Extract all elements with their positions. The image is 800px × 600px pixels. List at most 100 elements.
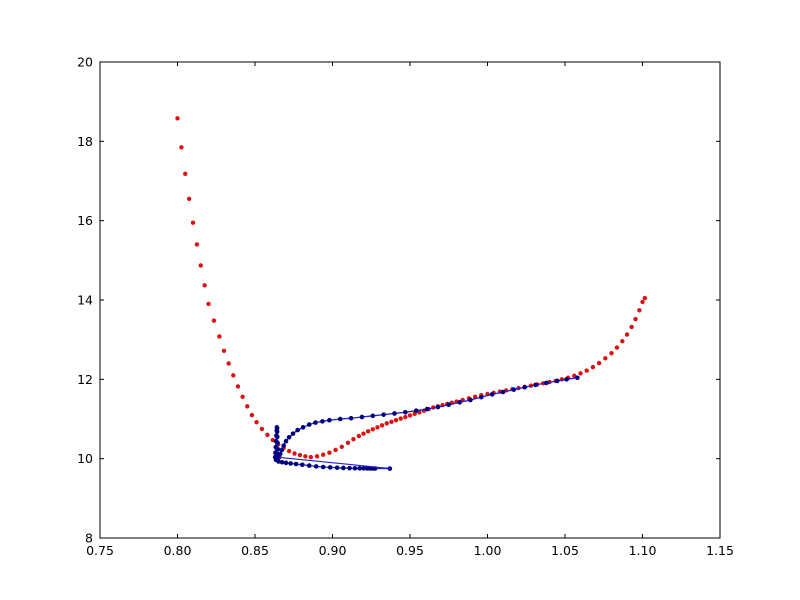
red-dotted-track-markers: [175, 116, 648, 460]
red-dotted-track-point: [249, 412, 255, 418]
red-dotted-track-point: [596, 360, 602, 366]
red-dotted-track-point: [633, 316, 638, 322]
red-dotted-track-point: [578, 371, 583, 376]
red-dotted-track-point: [206, 301, 211, 307]
red-dotted-track-point: [308, 454, 313, 460]
x-tick-label: 0.95: [396, 543, 424, 558]
blue-track-point: [293, 461, 299, 467]
blue-track-point: [468, 397, 473, 403]
red-dotted-track-point: [186, 196, 192, 202]
blue-track-point: [320, 464, 326, 470]
red-dotted-track-point: [590, 364, 596, 370]
red-dotted-track-point: [221, 348, 227, 353]
red-dotted-track-point: [393, 417, 399, 423]
y-tick-label: 16: [77, 213, 93, 228]
blue-track-point: [424, 406, 430, 412]
blue-track-point: [457, 400, 462, 405]
x-tick-label: 0.85: [241, 543, 269, 558]
red-dotted-track-point: [379, 423, 385, 428]
blue-track-point: [290, 431, 296, 436]
blue-track-point: [554, 378, 560, 384]
red-dotted-track-point: [259, 426, 265, 432]
y-tick-label: 10: [77, 451, 93, 466]
red-dotted-track-point: [303, 454, 308, 459]
red-dotted-track-point: [198, 263, 203, 268]
blue-track-point: [306, 422, 312, 427]
red-dotted-track-point: [361, 431, 366, 436]
red-dotted-track-point: [245, 404, 250, 409]
red-dotted-track-point: [217, 334, 222, 339]
red-dotted-track-point: [226, 361, 231, 366]
red-dotted-track-point: [637, 308, 642, 313]
blue-track-point: [500, 389, 506, 395]
red-dotted-track-point: [314, 454, 320, 459]
blue-track-point: [273, 444, 279, 450]
red-dotted-track-point: [384, 421, 389, 426]
blue-track-point: [564, 377, 569, 382]
blue-track-point: [279, 447, 285, 453]
y-tick-label: 8: [85, 531, 93, 546]
red-dotted-track-point: [345, 440, 351, 445]
red-dotted-track-point: [254, 419, 259, 425]
blue-track-point: [276, 459, 281, 464]
blue-track-point: [337, 416, 343, 422]
blue-track-point: [392, 411, 397, 416]
blue-track-point: [479, 394, 484, 400]
red-dotted-track-point: [356, 433, 362, 439]
red-dotted-track-point: [175, 116, 180, 121]
red-dotted-track-point: [327, 450, 332, 455]
x-tick-label: 1.15: [706, 543, 734, 558]
blue-track-point: [327, 417, 332, 423]
red-dotted-track-point: [403, 414, 408, 420]
red-dotted-track-point: [179, 145, 184, 150]
blue-track-point: [544, 380, 549, 386]
red-dotted-track-point: [231, 373, 236, 378]
axes-frame: [99, 61, 721, 539]
red-dotted-track-point: [624, 332, 630, 337]
red-dotted-track-point: [609, 350, 614, 356]
blue-track-point: [575, 375, 580, 381]
blue-track-point: [361, 466, 366, 471]
blue-track-point: [511, 387, 517, 392]
blue-track-point: [522, 384, 527, 390]
blue-track-point: [295, 427, 300, 433]
red-dotted-track-point: [194, 242, 200, 247]
red-dotted-track-point: [614, 345, 620, 350]
blue-track-point: [320, 419, 325, 424]
blue-track-line: [274, 377, 579, 470]
red-dotted-track-point: [339, 444, 344, 449]
blue-track-point: [533, 382, 538, 388]
red-dotted-track-point: [629, 324, 634, 330]
blue-track-point: [370, 413, 376, 419]
red-dotted-track-point: [202, 283, 207, 288]
red-dotted-track-point: [389, 419, 394, 424]
blue-track-point: [313, 420, 318, 425]
x-tick-label: 0.90: [319, 543, 347, 558]
blue-track-point: [381, 412, 386, 417]
blue-track-point: [446, 402, 452, 408]
blue-track-point: [288, 461, 293, 466]
red-dotted-track-point: [292, 451, 297, 456]
blue-track-point: [489, 392, 495, 397]
x-tick-label: 1.05: [551, 543, 579, 558]
blue-track-point: [403, 409, 408, 415]
blue-track-point: [341, 465, 346, 471]
red-dotted-track-point: [297, 452, 303, 458]
red-dotted-track-point: [365, 429, 371, 434]
x-tick-label: 0.75: [86, 543, 114, 558]
blue-track-point: [347, 465, 352, 471]
red-dotted-track-point: [333, 447, 338, 453]
red-dotted-track-point: [375, 425, 380, 430]
blue-track-point: [273, 438, 279, 444]
red-dotted-track-point: [642, 295, 648, 301]
red-dotted-track-point: [398, 416, 403, 421]
blue-track-point: [359, 414, 365, 420]
red-dotted-track-point: [265, 432, 270, 438]
blue-track-point: [413, 408, 419, 413]
y-tick-label: 20: [77, 55, 93, 70]
red-dotted-track-point: [584, 368, 589, 373]
red-dotted-track-point: [286, 448, 292, 454]
blue-track-point: [327, 465, 333, 470]
blue-track-point: [357, 466, 362, 471]
blue-track-point: [283, 460, 289, 466]
